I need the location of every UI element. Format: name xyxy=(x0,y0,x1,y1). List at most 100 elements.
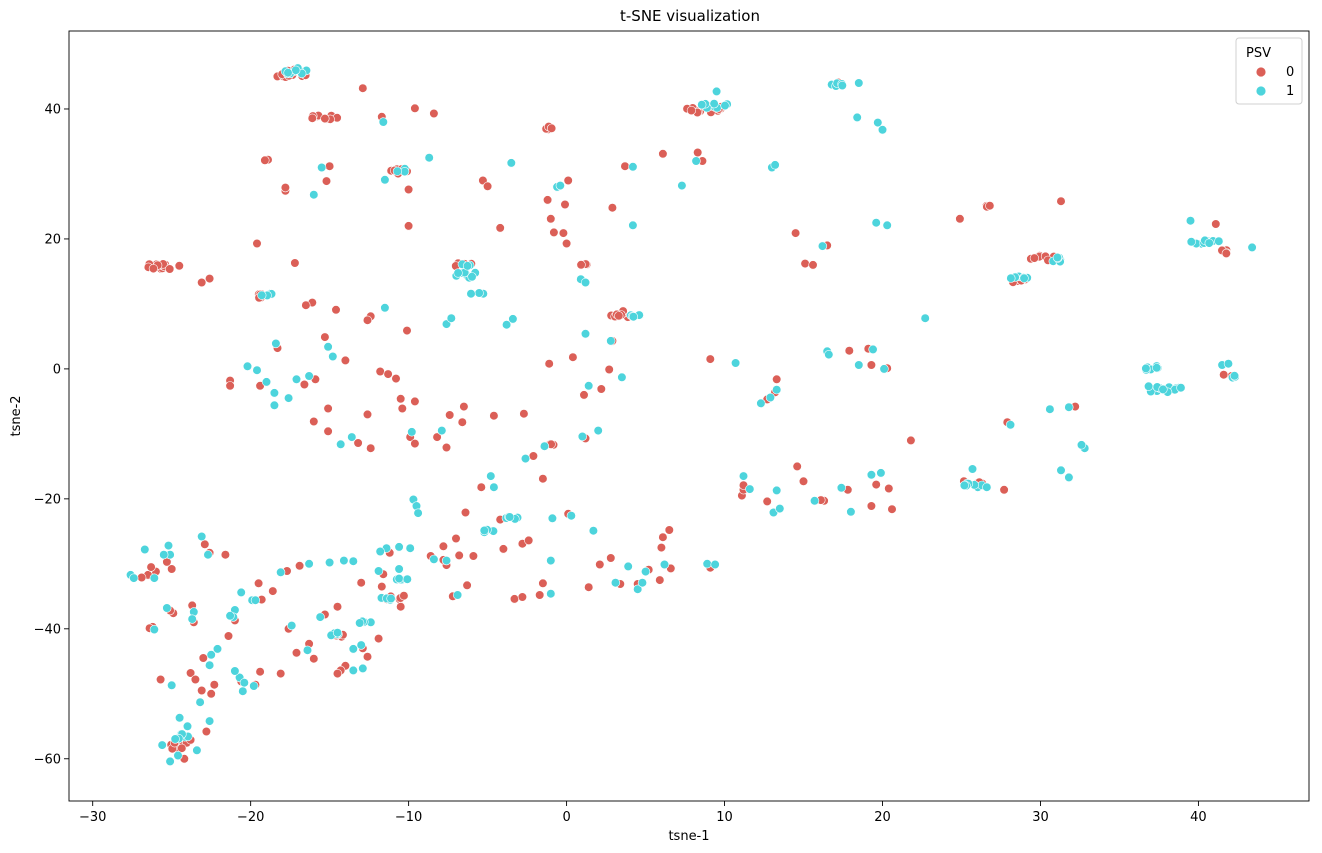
point-psv-0 xyxy=(844,346,854,356)
point-psv-1 xyxy=(453,268,463,278)
point-psv-1 xyxy=(702,559,712,569)
point-psv-1 xyxy=(236,587,246,598)
point-psv-1 xyxy=(1247,242,1257,252)
point-psv-1 xyxy=(405,543,415,553)
point-psv-1 xyxy=(738,471,749,481)
point-psv-0 xyxy=(596,384,606,394)
point-psv-1 xyxy=(479,525,489,536)
y-tick-label: −60 xyxy=(34,752,61,767)
point-psv-1 xyxy=(1176,383,1186,393)
point-psv-1 xyxy=(453,590,463,600)
point-psv-0 xyxy=(331,305,341,315)
point-psv-1 xyxy=(394,573,404,584)
point-psv-0 xyxy=(276,668,286,679)
point-psv-0 xyxy=(362,409,373,420)
point-psv-0 xyxy=(1211,219,1221,229)
point-psv-0 xyxy=(307,113,317,123)
y-axis: −60 −40 −20 0 20 40 xyxy=(34,102,69,767)
point-psv-0 xyxy=(800,259,810,269)
point-psv-1 xyxy=(261,377,272,387)
point-psv-0 xyxy=(955,214,965,224)
point-psv-1 xyxy=(167,680,177,690)
point-psv-1 xyxy=(502,320,512,330)
point-psv-0 xyxy=(383,369,393,379)
point-psv-1 xyxy=(566,511,576,521)
point-psv-0 xyxy=(595,559,605,570)
point-psv-1 xyxy=(474,288,484,298)
point-psv-0 xyxy=(201,726,211,737)
point-psv-0 xyxy=(528,451,539,461)
point-psv-0 xyxy=(325,161,335,171)
point-psv-1 xyxy=(1019,273,1029,283)
point-psv-0 xyxy=(323,403,333,414)
point-psv-1 xyxy=(437,426,447,436)
point-psv-0 xyxy=(476,482,486,492)
point-psv-0 xyxy=(517,592,528,602)
point-psv-0 xyxy=(174,261,184,271)
point-psv-1 xyxy=(328,351,338,362)
point-psv-0 xyxy=(332,668,343,679)
point-psv-0 xyxy=(396,602,406,612)
point-psv-1 xyxy=(1158,384,1168,395)
point-psv-0 xyxy=(658,149,668,159)
point-psv-1 xyxy=(348,665,358,676)
point-psv-1 xyxy=(982,482,992,492)
point-psv-0 xyxy=(454,550,464,561)
point-psv-1 xyxy=(315,612,325,622)
point-psv-1 xyxy=(175,713,185,723)
point-psv-1 xyxy=(291,65,301,75)
point-psv-0 xyxy=(291,648,302,658)
point-psv-1 xyxy=(836,483,847,493)
point-psv-1 xyxy=(959,480,970,491)
point-psv-0 xyxy=(320,332,330,342)
point-psv-0 xyxy=(377,581,387,592)
point-psv-0 xyxy=(792,461,802,472)
point-psv-0 xyxy=(432,432,442,442)
point-psv-0 xyxy=(460,507,471,518)
point-psv-0 xyxy=(462,580,472,590)
point-psv-1 xyxy=(339,555,349,566)
point-psv-1 xyxy=(770,160,780,170)
point-psv-0 xyxy=(664,525,674,535)
point-psv-1 xyxy=(149,624,159,635)
point-psv-1 xyxy=(413,508,423,518)
point-psv-1 xyxy=(325,557,335,568)
point-psv-1 xyxy=(677,181,687,191)
point-psv-1 xyxy=(772,485,782,496)
point-psv-0 xyxy=(451,533,461,544)
point-psv-1 xyxy=(269,400,280,410)
point-psv-1 xyxy=(336,439,346,449)
point-psv-1 xyxy=(162,603,172,613)
legend-marker-1 xyxy=(1255,85,1267,97)
point-psv-0 xyxy=(205,274,215,284)
point-psv-0 xyxy=(225,381,235,391)
point-psv-1 xyxy=(610,578,621,588)
point-psv-1 xyxy=(584,381,594,391)
point-psv-1 xyxy=(187,614,197,624)
point-psv-1 xyxy=(249,681,259,691)
point-psv-1 xyxy=(489,482,499,492)
point-psv-1 xyxy=(242,361,253,371)
point-psv-0 xyxy=(459,402,469,412)
point-psv-0 xyxy=(604,364,614,375)
point-psv-1 xyxy=(358,663,368,674)
point-psv-1 xyxy=(873,117,883,128)
point-psv-1 xyxy=(356,640,366,650)
point-psv-0 xyxy=(252,238,262,249)
point-psv-0 xyxy=(399,591,409,601)
point-psv-0 xyxy=(655,575,665,585)
point-psv-1 xyxy=(628,220,638,230)
point-psv-1 xyxy=(347,432,357,442)
point-psv-0 xyxy=(260,155,270,165)
point-psv-0 xyxy=(353,438,363,448)
point-psv-0 xyxy=(410,396,420,407)
point-psv-1 xyxy=(691,156,701,166)
point-psv-1 xyxy=(506,158,516,168)
point-psv-0 xyxy=(190,674,200,685)
point-psv-0 xyxy=(808,260,818,270)
chart-title: t-SNE visualization xyxy=(620,7,760,25)
point-psv-1 xyxy=(659,559,670,570)
point-psv-1 xyxy=(163,540,174,551)
point-psv-0 xyxy=(762,496,772,507)
point-psv-1 xyxy=(182,721,193,731)
